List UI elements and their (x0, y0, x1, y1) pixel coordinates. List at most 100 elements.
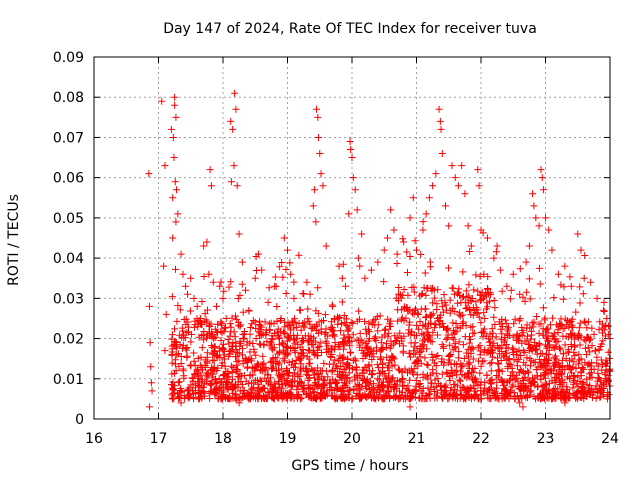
data-point (578, 393, 586, 401)
data-point (594, 369, 602, 377)
data-point (374, 327, 382, 335)
data-point (330, 394, 338, 402)
data-point (239, 360, 247, 368)
data-point (455, 354, 463, 362)
data-point (263, 395, 271, 403)
data-point (583, 380, 591, 388)
data-point (315, 318, 323, 326)
data-point (457, 299, 465, 307)
data-point (198, 344, 206, 352)
data-point (282, 289, 290, 297)
data-point (208, 343, 216, 351)
data-point (429, 182, 437, 190)
data-point (294, 372, 302, 380)
data-point (392, 391, 400, 399)
data-point (290, 369, 298, 377)
data-point (472, 298, 480, 306)
data-point (451, 368, 459, 376)
data-point (386, 344, 394, 352)
data-point (359, 375, 367, 383)
data-point (558, 376, 566, 384)
data-point (249, 317, 257, 325)
data-point (170, 369, 178, 377)
data-point (493, 371, 501, 379)
data-point (378, 384, 386, 392)
data-point (232, 381, 240, 389)
data-point (443, 368, 451, 376)
data-point (544, 337, 552, 345)
data-point (592, 384, 600, 392)
data-point (169, 133, 177, 141)
data-point (538, 382, 546, 390)
data-point (239, 345, 247, 353)
data-point (431, 320, 439, 328)
data-point (528, 331, 536, 339)
y-tick-label: 0.09 (53, 50, 84, 66)
data-point (218, 319, 226, 327)
data-point (227, 323, 235, 331)
data-point (362, 394, 370, 402)
data-point (202, 316, 210, 324)
data-point (548, 395, 556, 403)
data-point (336, 355, 344, 363)
data-point (546, 321, 554, 329)
data-point (421, 336, 429, 344)
data-point (327, 384, 335, 392)
data-point (304, 332, 312, 340)
data-point (374, 393, 382, 401)
data-point (600, 307, 608, 315)
data-point (603, 314, 611, 322)
y-tick-label: 0.02 (53, 332, 84, 348)
data-point (442, 202, 450, 210)
data-point (332, 393, 340, 401)
data-point (435, 314, 443, 322)
data-point (581, 251, 589, 259)
data-point (509, 270, 517, 278)
data-point (329, 302, 337, 310)
data-point (171, 338, 179, 346)
data-point (495, 395, 503, 403)
data-point (248, 364, 256, 372)
data-point (182, 346, 190, 354)
data-point (444, 395, 452, 403)
data-point (437, 386, 445, 394)
data-point (414, 371, 422, 379)
data-point (343, 322, 351, 330)
data-point (428, 350, 436, 358)
data-point (242, 286, 250, 294)
data-point (168, 359, 176, 367)
data-point (299, 349, 307, 357)
data-point (545, 386, 553, 394)
data-point (576, 283, 584, 291)
data-point (347, 319, 355, 327)
data-point (301, 323, 309, 331)
data-point (276, 316, 284, 324)
data-point (468, 344, 476, 352)
data-point (399, 235, 407, 243)
data-point (264, 298, 272, 306)
data-point (273, 358, 281, 366)
data-point (263, 337, 271, 345)
data-point (422, 291, 430, 299)
data-point (389, 353, 397, 361)
data-point (510, 320, 518, 328)
data-point (145, 403, 153, 411)
data-point (480, 309, 488, 317)
data-point (517, 351, 525, 359)
data-point (516, 399, 524, 407)
data-point (313, 105, 321, 113)
data-point (280, 393, 288, 401)
data-point (501, 316, 509, 324)
data-point (419, 345, 427, 353)
data-point (580, 336, 588, 344)
data-point (575, 356, 583, 364)
data-point (470, 329, 478, 337)
data-point (397, 316, 405, 324)
data-point (579, 290, 587, 298)
data-point (459, 318, 467, 326)
data-point (456, 387, 464, 395)
data-point (410, 387, 418, 395)
y-tick-label: 0.07 (53, 130, 84, 146)
data-point (588, 324, 596, 332)
data-point (480, 389, 488, 397)
